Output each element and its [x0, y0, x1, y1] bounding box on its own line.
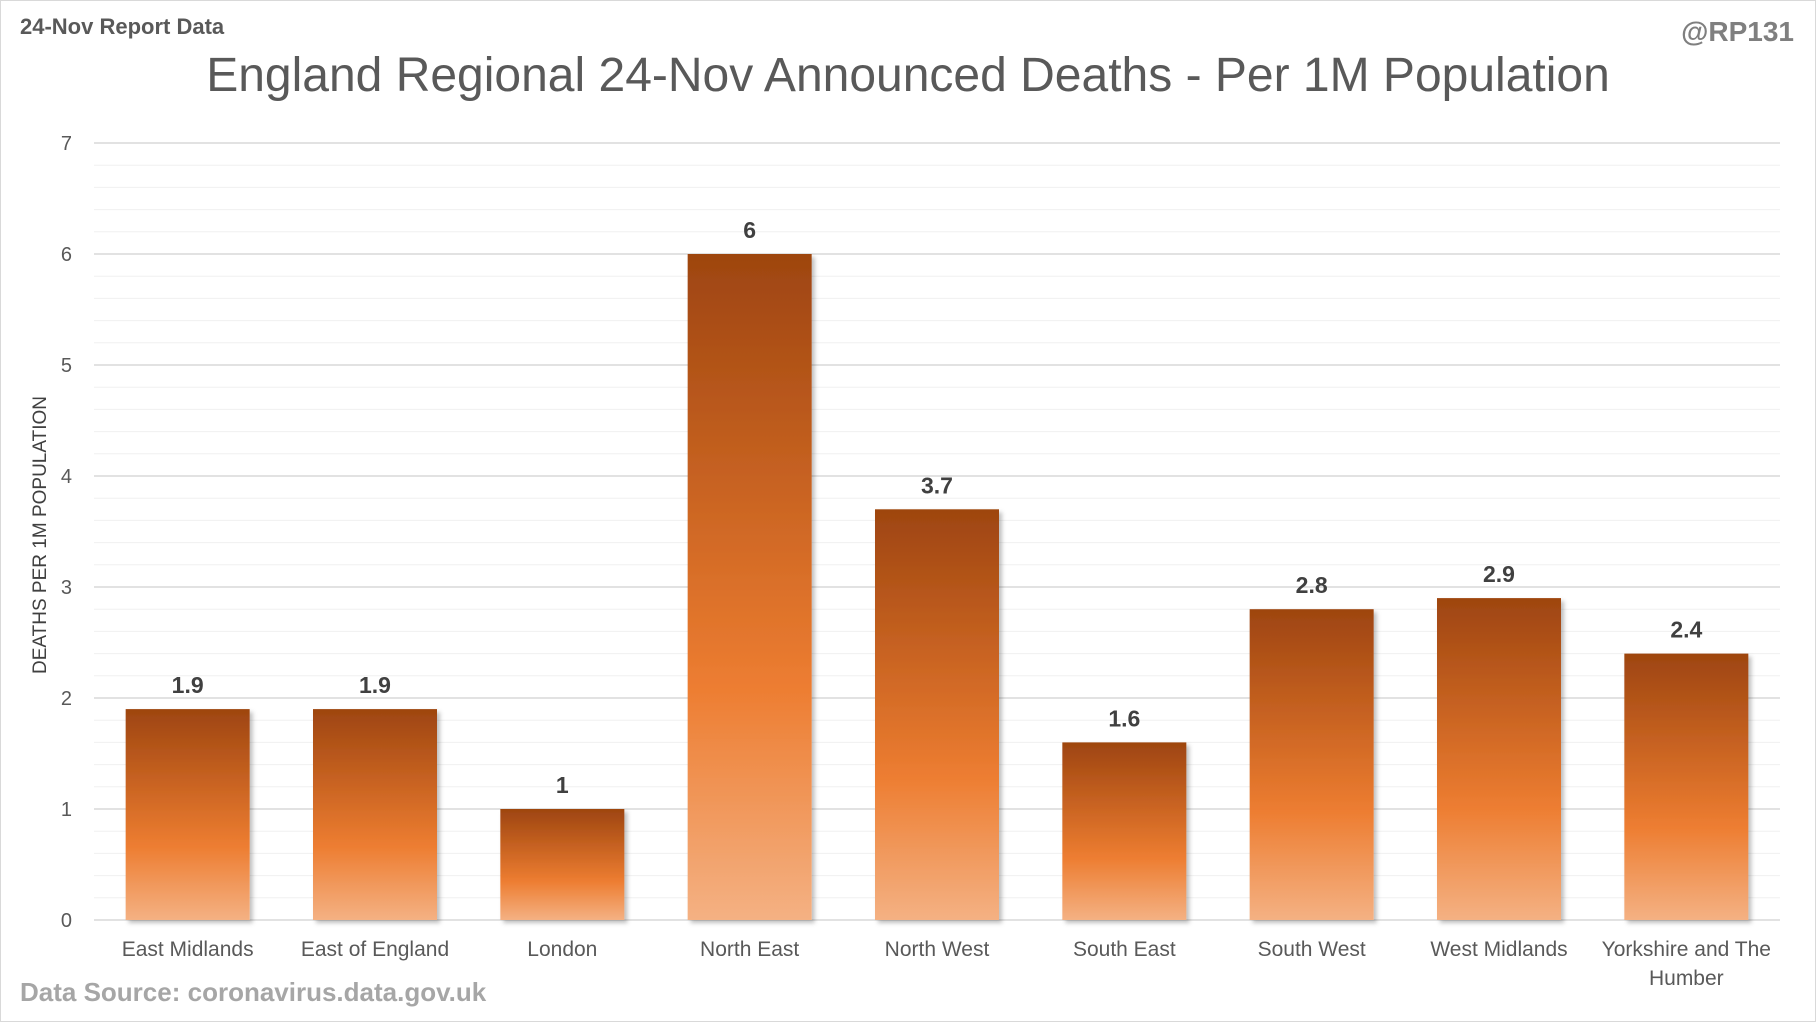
bar — [1062, 742, 1187, 920]
y-tick-label: 6 — [61, 244, 72, 266]
data-label: 2.9 — [1483, 561, 1515, 587]
data-label: 2.8 — [1296, 572, 1328, 598]
data-label: 2.4 — [1670, 617, 1702, 643]
y-tick-label: 3 — [61, 577, 72, 599]
bar — [500, 809, 625, 920]
data-label: 6 — [743, 217, 756, 243]
bars — [125, 254, 1749, 920]
x-category-label: North West — [885, 938, 990, 961]
y-axis-label: DEATHS PER 1M POPULATION — [30, 396, 51, 674]
x-category-label: East Midlands — [122, 938, 254, 961]
y-tick-label: 4 — [61, 466, 72, 488]
data-labels: 1.9 1.9 1 6 3.7 1.6 2.8 2.9 2.4 — [172, 217, 1703, 798]
bar — [125, 709, 250, 920]
x-category-label: North East — [700, 938, 799, 961]
x-category-label: East of England — [301, 938, 449, 961]
data-source-note: Data Source: coronavirus.data.gov.uk — [20, 977, 487, 1007]
y-tick-label: 2 — [61, 688, 72, 710]
bar — [875, 509, 999, 920]
bar — [1437, 598, 1561, 920]
data-label: 3.7 — [921, 472, 953, 498]
bar — [1624, 653, 1749, 920]
y-tick-label: 5 — [61, 355, 72, 377]
data-label: 1.9 — [172, 672, 204, 698]
y-tick-label: 0 — [61, 910, 72, 932]
y-axis-ticks: 0 1 2 3 4 5 6 7 — [61, 133, 72, 932]
x-category-label: South West — [1258, 938, 1366, 961]
bar — [687, 254, 812, 920]
data-label: 1.6 — [1108, 705, 1140, 731]
x-category-label: South East — [1073, 938, 1176, 961]
data-label: 1.9 — [359, 672, 391, 698]
chart-title: England Regional 24-Nov Announced Deaths… — [206, 49, 1610, 102]
data-label: 1 — [556, 772, 569, 798]
report-date-note: 24-Nov Report Data — [20, 14, 225, 39]
x-category-label: Yorkshire and The Humber — [1602, 938, 1771, 990]
author-handle: @RP131 — [1681, 16, 1794, 47]
x-category-label: London — [527, 938, 597, 961]
x-category-label: West Midlands — [1430, 938, 1567, 961]
category-labels: East Midlands East of England London North … — [122, 938, 1771, 990]
bar — [1249, 609, 1374, 920]
y-tick-label: 7 — [61, 133, 72, 155]
y-tick-label: 1 — [61, 799, 72, 821]
bar — [313, 709, 437, 920]
